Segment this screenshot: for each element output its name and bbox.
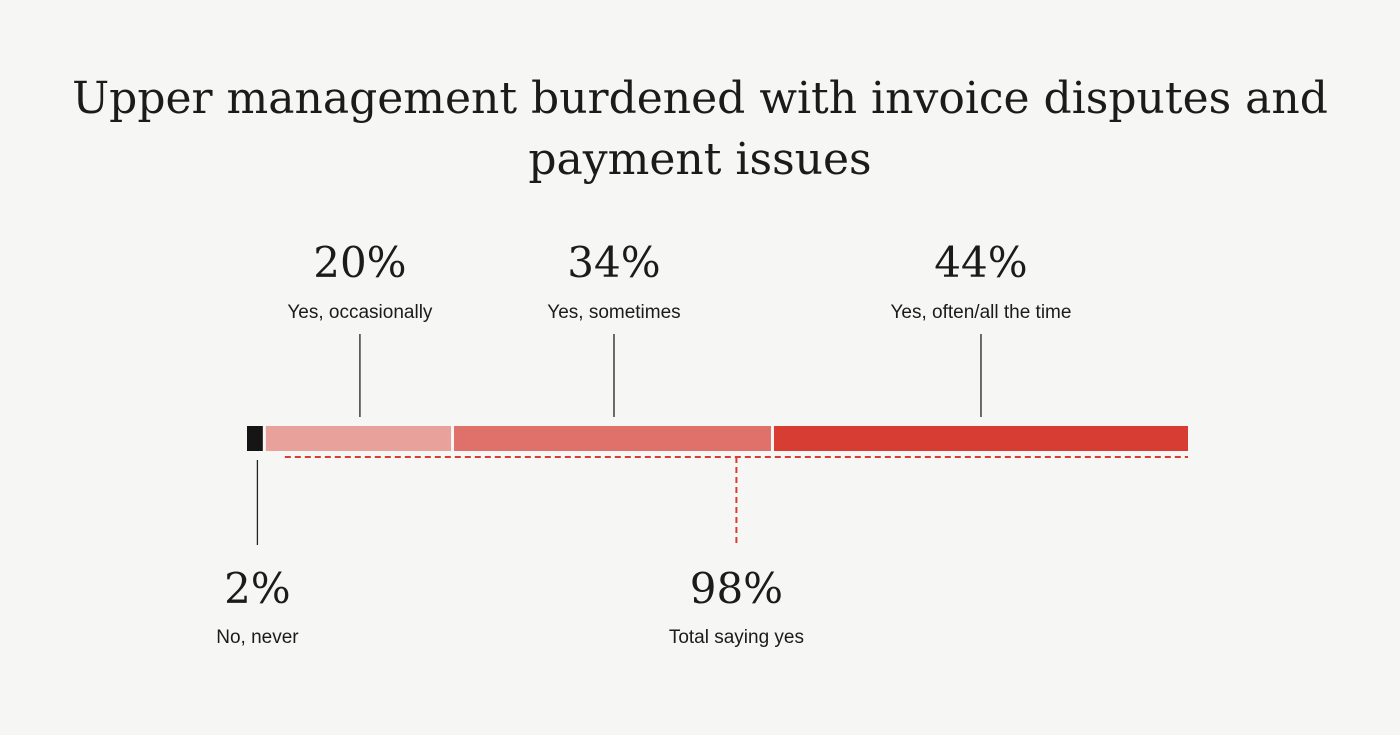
chart-title-line-1: Upper management burdened with invoice d…: [72, 73, 1328, 124]
bar-segment: [773, 426, 1188, 451]
value-label: 44%: [934, 238, 1027, 287]
chart-title-line-2: payment issues: [528, 134, 871, 185]
category-label: Yes, sometimes: [547, 302, 680, 323]
bar-segment: [247, 426, 263, 451]
bar-segment: [265, 426, 452, 451]
chart-marks: 2% No, never 20% Yes, occasionally 34% Yes, s…: [216, 238, 1188, 648]
total-label: Total saying yes: [669, 627, 804, 648]
value-label: 2%: [224, 564, 291, 613]
bar-segment: [454, 426, 771, 451]
category-label: No, never: [216, 627, 299, 648]
value-label: 20%: [313, 238, 406, 287]
category-label: Yes, often/all the time: [890, 302, 1071, 323]
value-label: 34%: [567, 238, 660, 287]
total-value-label: 98%: [690, 564, 783, 613]
category-label: Yes, occasionally: [287, 302, 433, 323]
